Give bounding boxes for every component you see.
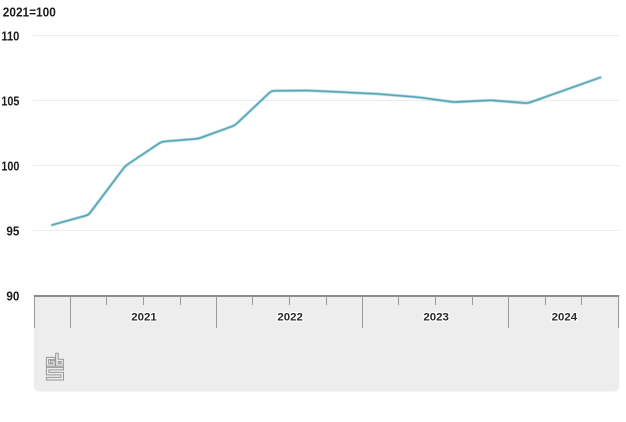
svg-text:2024: 2024: [552, 312, 578, 324]
svg-text:110: 110: [1, 30, 19, 44]
svg-text:2022: 2022: [277, 312, 303, 324]
svg-text:90: 90: [6, 290, 19, 304]
svg-text:2021=100: 2021=100: [3, 6, 56, 20]
svg-text:105: 105: [1, 95, 19, 109]
svg-text:2021: 2021: [131, 312, 157, 324]
svg-text:100: 100: [1, 160, 19, 174]
svg-text:2023: 2023: [423, 312, 449, 324]
svg-text:95: 95: [6, 225, 19, 239]
